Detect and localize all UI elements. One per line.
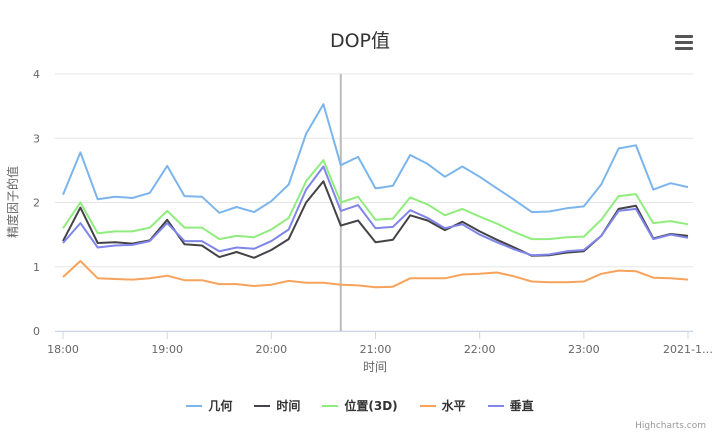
y-tick-label: 1 (33, 261, 40, 274)
chart-title: DOP值 (329, 30, 391, 52)
legend-label: 垂直 (509, 399, 534, 413)
x-tick-label: 18:00 (47, 343, 79, 356)
legend-label: 时间 (276, 399, 301, 413)
legend-label: 几何 (208, 399, 233, 413)
x-tick-label: 19:00 (151, 343, 183, 356)
x-tick-label: 22:00 (464, 343, 496, 356)
legend-swatch (322, 404, 339, 407)
hamburger-menu-icon[interactable] (675, 35, 693, 51)
series-line-1[interactable] (62, 180, 689, 259)
x-tick-label: 2021-1… (663, 343, 713, 356)
legend-item[interactable]: 垂直 (487, 397, 534, 414)
legend-item[interactable]: 水平 (419, 397, 466, 414)
legend-swatch (186, 404, 203, 407)
series-line-2[interactable] (62, 159, 689, 241)
y-tick-label: 2 (33, 197, 40, 210)
credits-link[interactable]: Highcharts.com (635, 421, 706, 431)
x-tick-label: 21:00 (360, 343, 392, 356)
legend: 几何 时间 位置(3D) 水平 垂直 (0, 397, 720, 414)
x-tick-label: 23:00 (568, 343, 600, 356)
y-tick-label: 4 (33, 68, 40, 81)
y-axis-title: 精度因子的值 (5, 166, 20, 238)
legend-item[interactable]: 位置(3D) (322, 397, 398, 414)
y-tick-label: 0 (33, 325, 40, 338)
legend-swatch (419, 404, 436, 407)
legend-item[interactable]: 几何 (186, 397, 232, 414)
legend-label: 水平 (441, 399, 466, 413)
series-line-0[interactable] (62, 103, 689, 214)
legend-swatch (254, 404, 271, 407)
x-axis-title: 时间 (363, 360, 387, 374)
series-line-3[interactable] (62, 260, 689, 289)
x-tick-label: 20:00 (255, 343, 287, 356)
series-line-4[interactable] (62, 165, 689, 257)
legend-item[interactable]: 时间 (254, 397, 300, 414)
legend-label: 位置(3D) (344, 399, 398, 413)
legend-swatch (487, 404, 504, 407)
y-tick-label: 3 (33, 132, 40, 145)
